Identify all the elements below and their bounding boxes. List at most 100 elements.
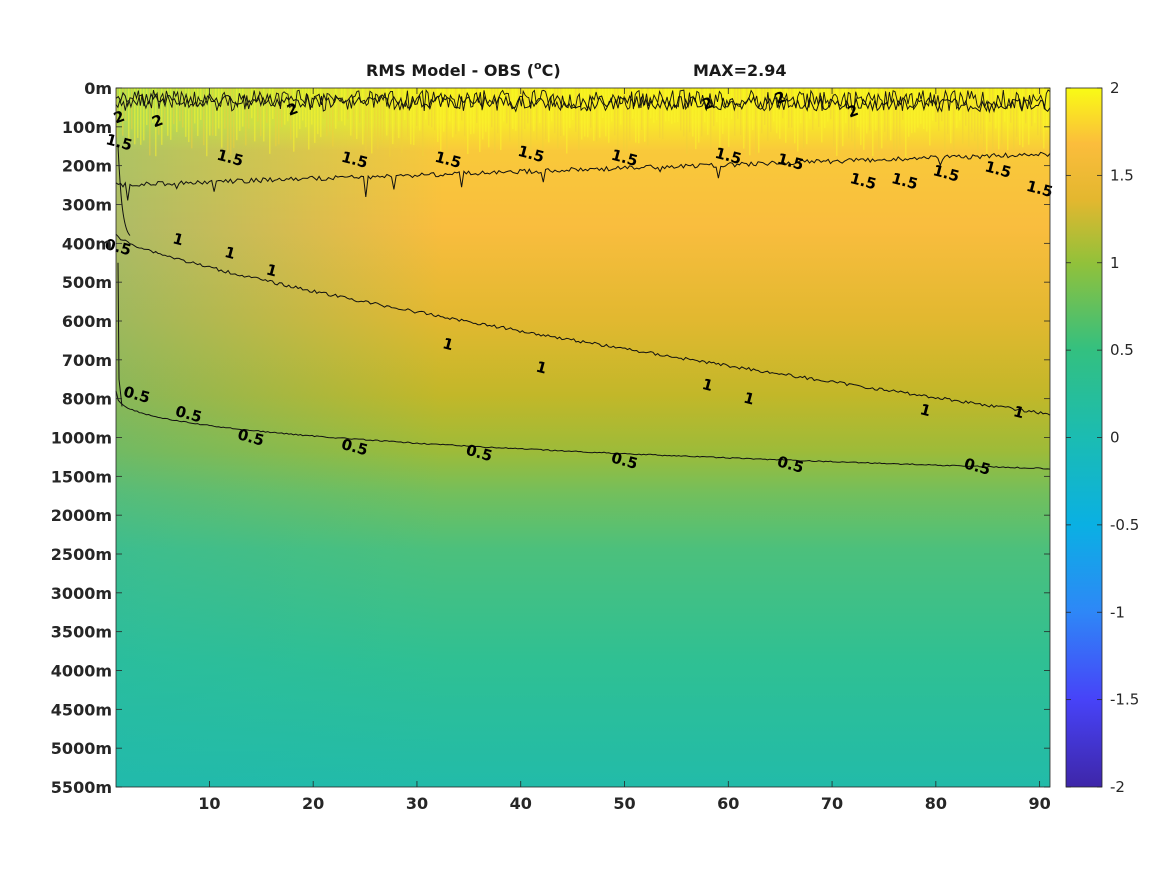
surface-stripe	[365, 88, 367, 155]
surface-stripe	[1019, 88, 1021, 146]
surface-stripe	[449, 88, 451, 122]
surface-stripe	[788, 88, 790, 128]
surface-stripe	[542, 88, 544, 152]
surface-stripe	[968, 88, 970, 147]
contour-label: 1	[264, 260, 279, 280]
surface-stripe	[644, 88, 646, 142]
surface-stripe	[800, 88, 802, 124]
surface-stripe	[260, 88, 262, 137]
surface-stripe	[974, 88, 976, 142]
surface-stripe	[833, 88, 835, 147]
surface-stripe	[482, 88, 484, 140]
surface-stripe	[212, 88, 214, 136]
surface-stripe	[905, 88, 907, 158]
surface-stripe	[410, 88, 412, 145]
surface-stripe	[755, 88, 757, 155]
surface-stripe	[989, 88, 991, 122]
surface-stripe	[848, 88, 850, 139]
surface-stripe	[527, 88, 529, 124]
surface-stripe	[791, 88, 793, 128]
surface-stripe	[455, 88, 457, 135]
surface-stripe	[413, 88, 415, 146]
surface-stripe	[728, 88, 730, 147]
surface-stripe	[656, 88, 658, 121]
surface-stripe	[386, 88, 388, 136]
surface-stripe	[554, 88, 556, 134]
y-tick-label: 800m	[62, 390, 112, 409]
colorbar-tick-label: 0.5	[1110, 341, 1134, 359]
surface-stripe	[500, 88, 502, 151]
surface-stripe	[803, 88, 805, 148]
surface-stripe	[221, 88, 223, 148]
surface-stripe	[911, 88, 913, 134]
surface-stripe	[611, 88, 613, 122]
surface-stripe	[329, 88, 331, 132]
surface-stripe	[731, 88, 733, 120]
surface-stripe	[770, 88, 772, 132]
surface-stripe	[182, 88, 184, 128]
surface-stripe	[470, 88, 472, 135]
surface-stripe	[977, 88, 979, 155]
surface-stripe	[593, 88, 595, 141]
colorbar-ticks: 2 1.5 1 0.5 0 -0.5 -1 -1.5 -2	[1066, 79, 1139, 796]
heatmap-left-shade	[116, 88, 1050, 787]
surface-stripe	[197, 88, 199, 137]
surface-stripe	[773, 88, 775, 122]
surface-stripe	[311, 88, 313, 125]
surface-stripe	[839, 88, 841, 154]
max-label: MAX=2.94	[693, 61, 787, 80]
surface-stripe	[485, 88, 487, 132]
surface-stripe	[389, 88, 391, 157]
contour-label: 1	[223, 243, 238, 263]
surface-stripe	[995, 88, 997, 129]
surface-stripe	[272, 88, 274, 119]
surface-stripe	[812, 88, 814, 130]
surface-stripe	[218, 88, 220, 129]
surface-stripe	[953, 88, 955, 155]
surface-stripe	[710, 88, 712, 150]
surface-stripe	[242, 88, 244, 127]
surface-stripe	[149, 88, 151, 156]
surface-stripe	[203, 88, 205, 146]
surface-stripe	[878, 88, 880, 152]
surface-stripe	[941, 88, 943, 122]
surface-stripe	[944, 88, 946, 152]
surface-stripe	[353, 88, 355, 140]
surface-stripe	[872, 88, 874, 156]
surface-stripe	[794, 88, 796, 144]
colorbar-ramp	[1065, 87, 1103, 788]
surface-stripe	[506, 88, 508, 124]
surface-stripe	[287, 88, 289, 122]
surface-stripe	[155, 88, 157, 157]
surface-noise	[116, 88, 1051, 158]
surface-stripe	[293, 88, 295, 152]
surface-stripe	[383, 88, 385, 144]
contour-edge-line	[117, 146, 131, 236]
y-tick-label: 600m	[62, 312, 112, 331]
surface-stripe	[167, 88, 169, 136]
surface-stripe	[1013, 88, 1015, 151]
y-tick-label: 1000m	[51, 429, 112, 448]
surface-stripe	[452, 88, 454, 138]
surface-stripe	[821, 88, 823, 143]
surface-stripe	[173, 88, 175, 125]
x-tick-label: 60	[717, 794, 739, 813]
surface-stripe	[1028, 88, 1030, 145]
surface-stripe	[533, 88, 535, 132]
surface-stripe	[740, 88, 742, 136]
surface-stripe	[161, 88, 163, 145]
surface-stripe	[614, 88, 616, 136]
surface-stripe	[323, 88, 325, 119]
surface-stripe	[1001, 88, 1003, 145]
x-tick-label: 50	[613, 794, 635, 813]
surface-stripe	[275, 88, 277, 147]
surface-stripe	[980, 88, 982, 134]
surface-stripe	[491, 88, 493, 128]
surface-stripe	[689, 88, 691, 133]
surface-stripe	[116, 88, 118, 138]
surface-stripe	[617, 88, 619, 157]
surface-stripe	[125, 88, 127, 122]
surface-stripe	[857, 88, 859, 128]
surface-stripe	[236, 88, 238, 141]
